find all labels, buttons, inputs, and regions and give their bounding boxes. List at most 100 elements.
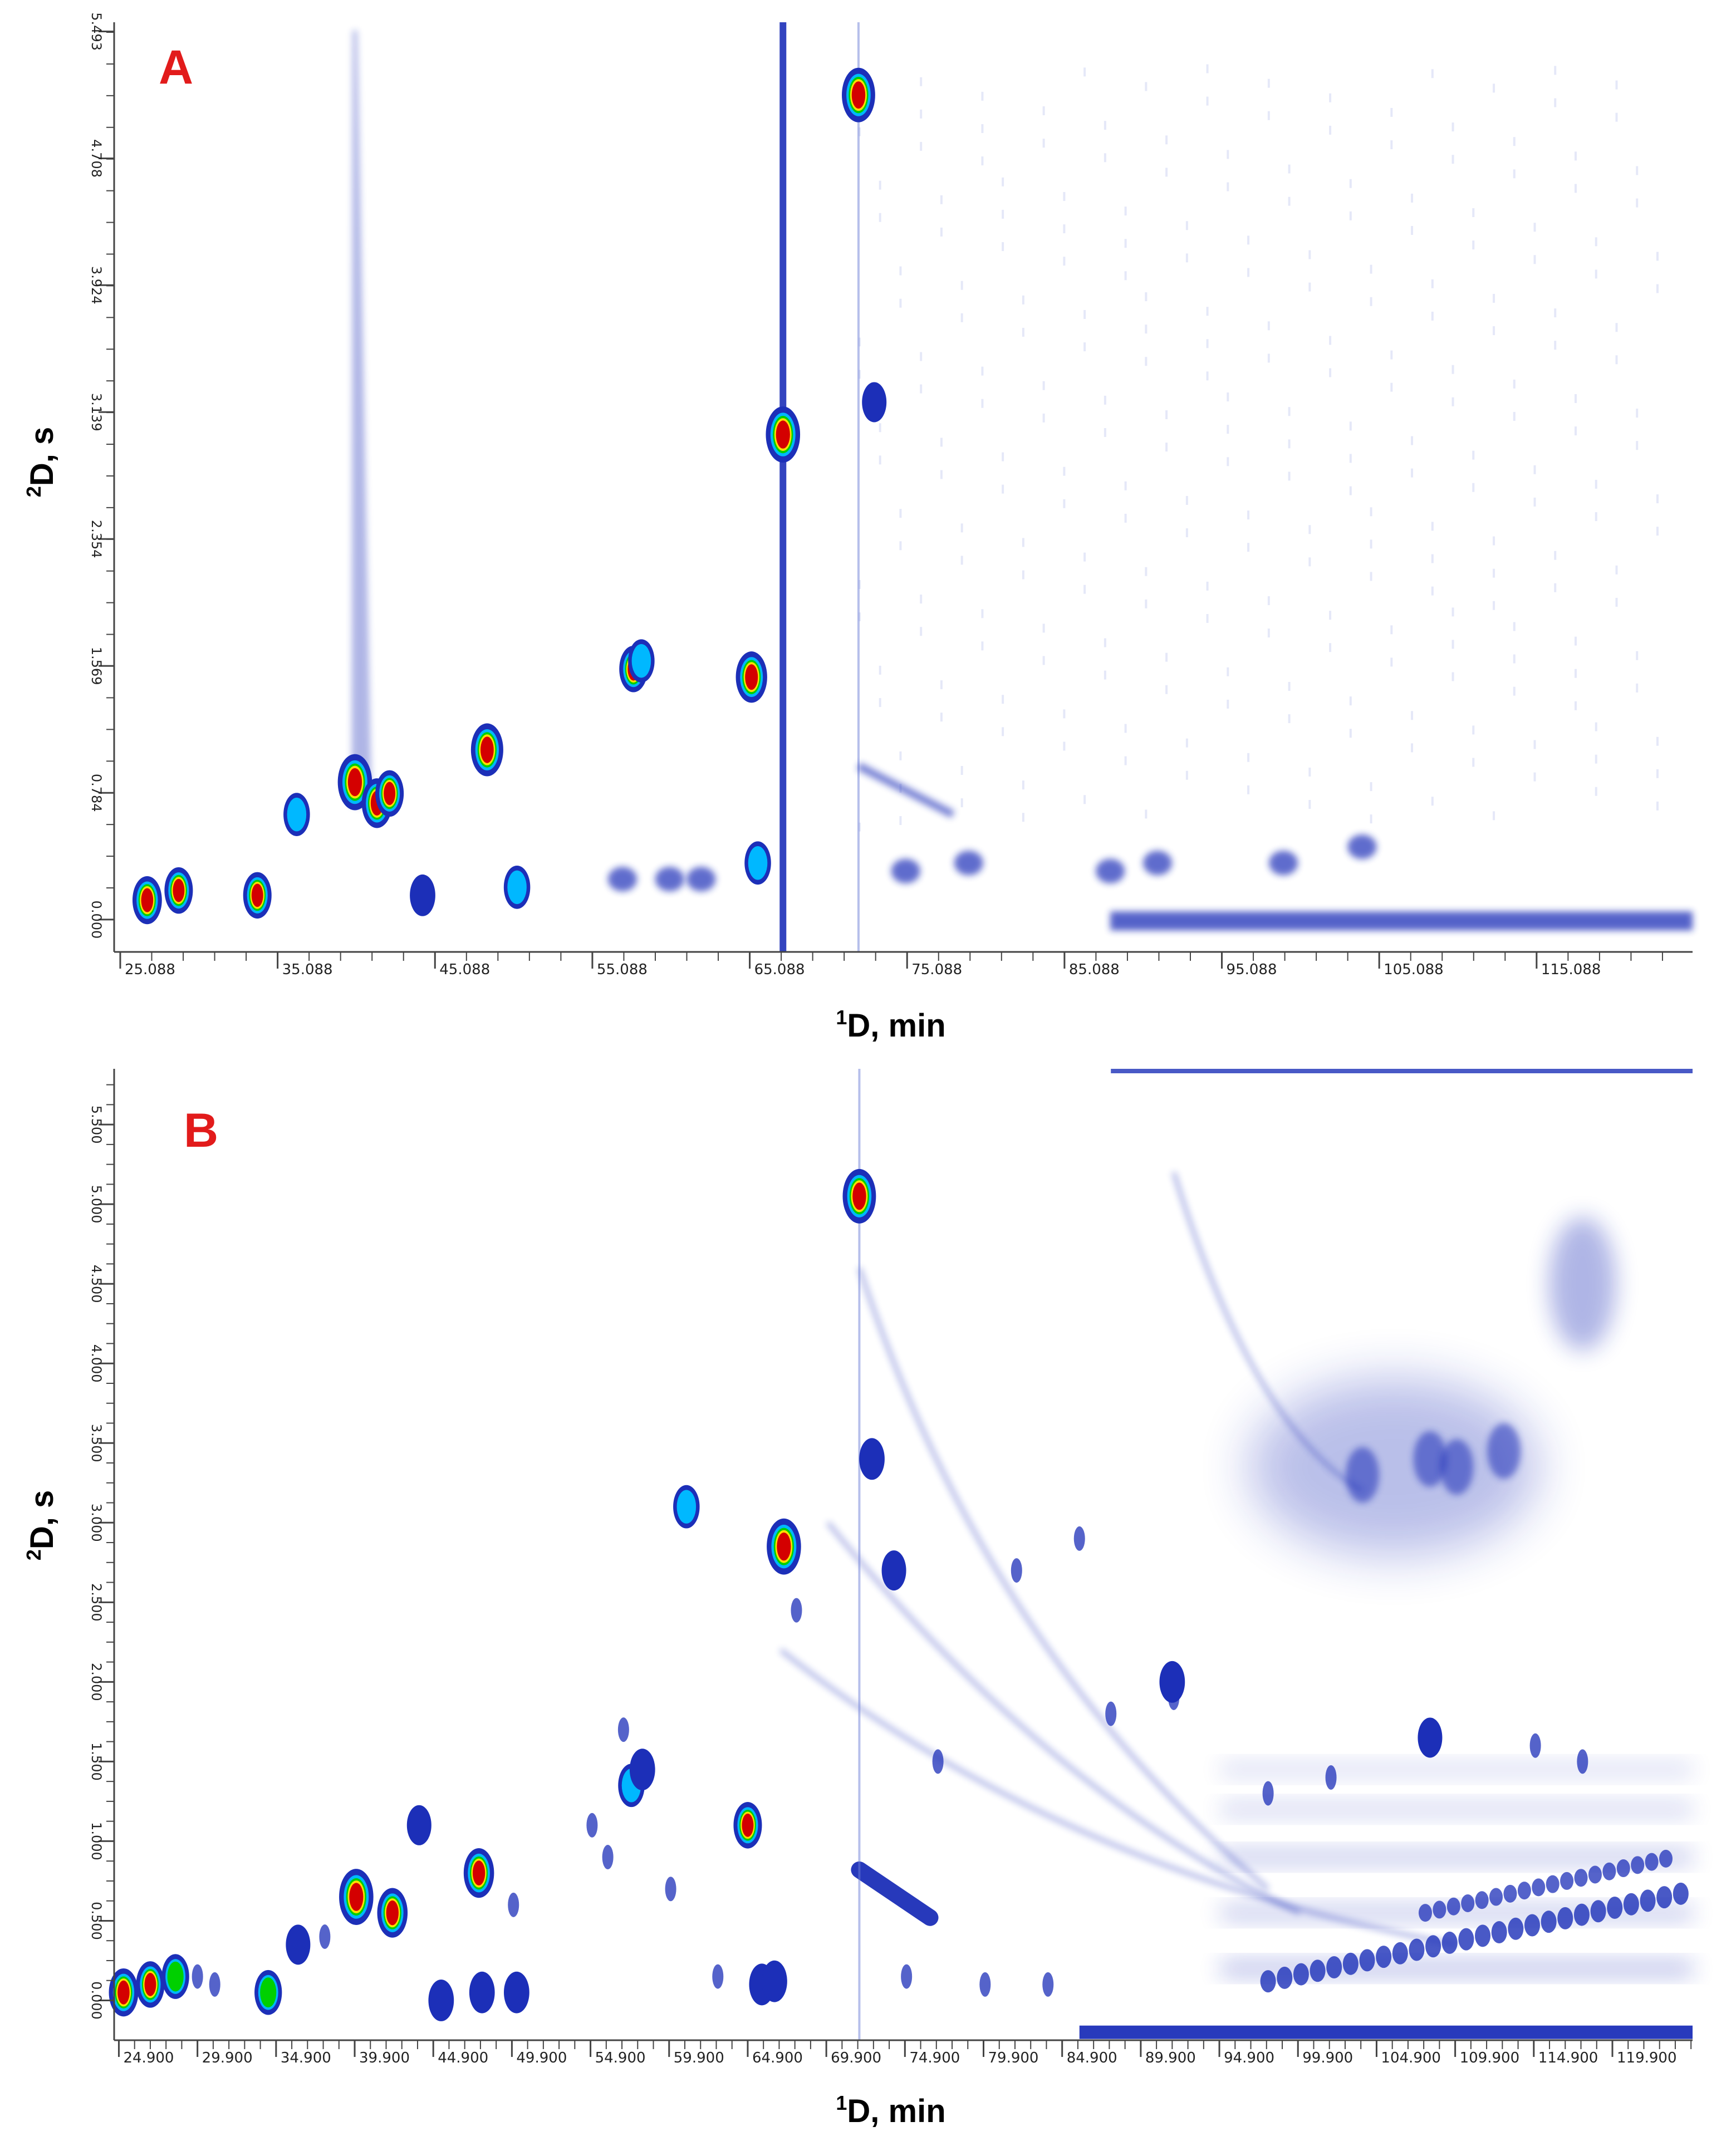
panel-a-noise-speck bbox=[1513, 137, 1516, 146]
panel-b-peak bbox=[503, 1971, 529, 2014]
panel-a-noise-speck bbox=[1145, 567, 1147, 576]
panel-a-noise-speck bbox=[1370, 264, 1372, 274]
panel-a-noise-speck bbox=[1145, 599, 1147, 608]
panel-a-noise-speck bbox=[1145, 357, 1147, 366]
panel-b: 24.900 29.900 34.900 39.900 44.900 49.900 54.9… bbox=[22, 1069, 1693, 2129]
panel-b-minor-peak bbox=[1376, 1946, 1392, 1968]
panel-a-noise-speck bbox=[1308, 767, 1311, 777]
panel-a-noise-speck bbox=[1267, 111, 1270, 120]
panel-a-noise-speck bbox=[1431, 522, 1434, 531]
panel-a-noise-speck bbox=[1472, 208, 1475, 217]
panel-a-noise-speck bbox=[1185, 495, 1188, 505]
panel-a-noise-speck bbox=[1104, 121, 1106, 130]
panel-b-minor-peak bbox=[617, 1717, 629, 1742]
panel-a-noise-speck bbox=[1615, 565, 1618, 574]
panel-b-y-tick-label: 3.500 bbox=[89, 1424, 104, 1462]
panel-b-minor-peak bbox=[1546, 1875, 1560, 1893]
panel-b-x-tick-label: 44.900 bbox=[438, 2050, 488, 2066]
panel-a-letter: A bbox=[159, 41, 193, 94]
panel-b-peak bbox=[842, 1168, 876, 1224]
panel-a-minor-peak bbox=[954, 851, 983, 876]
panel-b-minor-peak bbox=[1524, 1914, 1540, 1937]
panel-a-noise-speck bbox=[1165, 168, 1168, 177]
panel-a-noise-speck bbox=[1513, 654, 1516, 664]
panel-a-minor-peak bbox=[1269, 851, 1298, 876]
panel-a-noise-speck bbox=[1431, 279, 1434, 288]
peak-halo bbox=[629, 1749, 655, 1791]
panel-a-noise-speck bbox=[1472, 725, 1475, 735]
panel-a-noise-speck bbox=[1595, 479, 1597, 489]
panel-a-peak-tail bbox=[351, 30, 372, 807]
panel-a-noise-speck bbox=[1349, 696, 1352, 706]
panel-b-minor-peak bbox=[1461, 1894, 1475, 1912]
panel-b-minor-peak bbox=[1011, 1558, 1022, 1583]
peak-ring-cyan bbox=[507, 870, 527, 905]
peak-halo bbox=[881, 1550, 906, 1591]
panel-a-noise-speck bbox=[879, 665, 881, 675]
panel-a-noise-speck bbox=[960, 798, 963, 808]
panel-a-noise-speck bbox=[1349, 729, 1352, 738]
panel-b-y-tick-label: 2.000 bbox=[89, 1663, 104, 1701]
panel-b-horizontal-band bbox=[1220, 1761, 1693, 1777]
panel-b-minor-peak bbox=[979, 1972, 991, 1997]
panel-a-noise-speck bbox=[1472, 483, 1475, 492]
peak-core bbox=[742, 1813, 754, 1837]
panel-a-x-tick-label: 75.088 bbox=[911, 961, 962, 978]
panel-a-noise-speck bbox=[1288, 472, 1291, 481]
panel-b-minor-peak bbox=[602, 1845, 614, 1870]
panel-a-noise-speck bbox=[1165, 443, 1168, 452]
panel-b-minor-peak bbox=[1342, 1952, 1359, 1975]
panel-a-noise-speck bbox=[1329, 611, 1332, 620]
panel-a-noise-speck bbox=[1472, 450, 1475, 460]
panel-b-minor-peak bbox=[1260, 1970, 1276, 1993]
panel-a-noise-speck bbox=[1247, 268, 1250, 277]
panel-a-noise-speck bbox=[1206, 339, 1209, 348]
panel-a-noise-speck bbox=[1554, 308, 1557, 318]
panel-a-noise-speck bbox=[981, 124, 984, 133]
panel-b-minor-peak bbox=[1573, 1903, 1590, 1926]
panel-a-noise-speck bbox=[1636, 409, 1639, 418]
panel-b-x-tick-label: 114.900 bbox=[1538, 2050, 1598, 2066]
panel-a-noise-speck bbox=[1615, 597, 1618, 607]
panel-b-peak bbox=[161, 1954, 189, 1999]
panel-a-noise-speck bbox=[1656, 801, 1659, 811]
panel-a-noise-speck bbox=[1227, 457, 1229, 466]
panel-a-noise-speck bbox=[1451, 672, 1454, 681]
peak-halo bbox=[410, 874, 435, 916]
panel-a-noise-speck bbox=[1636, 166, 1639, 175]
panel-a-noise-speck bbox=[940, 438, 943, 447]
panel-a-noise-speck bbox=[940, 227, 943, 237]
panel-a-noise-speck bbox=[920, 141, 923, 151]
panel-b-x-tick-label: 94.900 bbox=[1224, 2050, 1274, 2066]
panel-a-noise-speck bbox=[1104, 153, 1106, 163]
panel-b-minor-peak bbox=[1042, 1972, 1054, 1997]
panel-a-peak bbox=[766, 406, 801, 463]
panel-a-noise-speck bbox=[1493, 568, 1495, 578]
panel-a-noise-speck bbox=[1042, 381, 1045, 390]
panel-b-minor-peak bbox=[1441, 1931, 1458, 1954]
panel-a-x-axis-title: 1D, min bbox=[836, 1006, 945, 1044]
panel-a-noise-speck bbox=[1185, 528, 1188, 538]
panel-a-noise-speck bbox=[1431, 554, 1434, 563]
panel-a-noise-speck bbox=[1206, 307, 1209, 316]
panel-a-minor-peak bbox=[1347, 834, 1377, 860]
panel-a-noise-speck bbox=[1554, 341, 1557, 350]
panel-a-noise-speck bbox=[1554, 98, 1557, 107]
panel-a-noise-speck bbox=[1493, 811, 1495, 821]
panel-b-x-tick-label: 89.900 bbox=[1145, 2050, 1196, 2066]
panel-a-faint-streak bbox=[857, 22, 860, 952]
panel-a-noise-speck bbox=[1575, 426, 1577, 436]
panel-a-noise-speck bbox=[1575, 636, 1577, 646]
panel-b-horizontal-band bbox=[1220, 1849, 1693, 1865]
panel-b-minor-peak bbox=[1541, 1911, 1557, 1933]
panel-a-x-tick-label: 95.088 bbox=[1227, 961, 1277, 978]
peak-core bbox=[173, 878, 185, 902]
panel-a-noise-speck bbox=[1022, 538, 1024, 547]
panel-b-minor-peak bbox=[1418, 1904, 1432, 1922]
panel-a-x-tick-label: 35.088 bbox=[282, 961, 333, 978]
panel-a-noise-speck bbox=[981, 641, 984, 651]
panel-b-peak bbox=[377, 1888, 408, 1938]
panel-a-noise-speck bbox=[1308, 282, 1311, 292]
panel-b-peak bbox=[762, 1960, 787, 2002]
panel-a-noise-speck bbox=[1349, 179, 1352, 188]
